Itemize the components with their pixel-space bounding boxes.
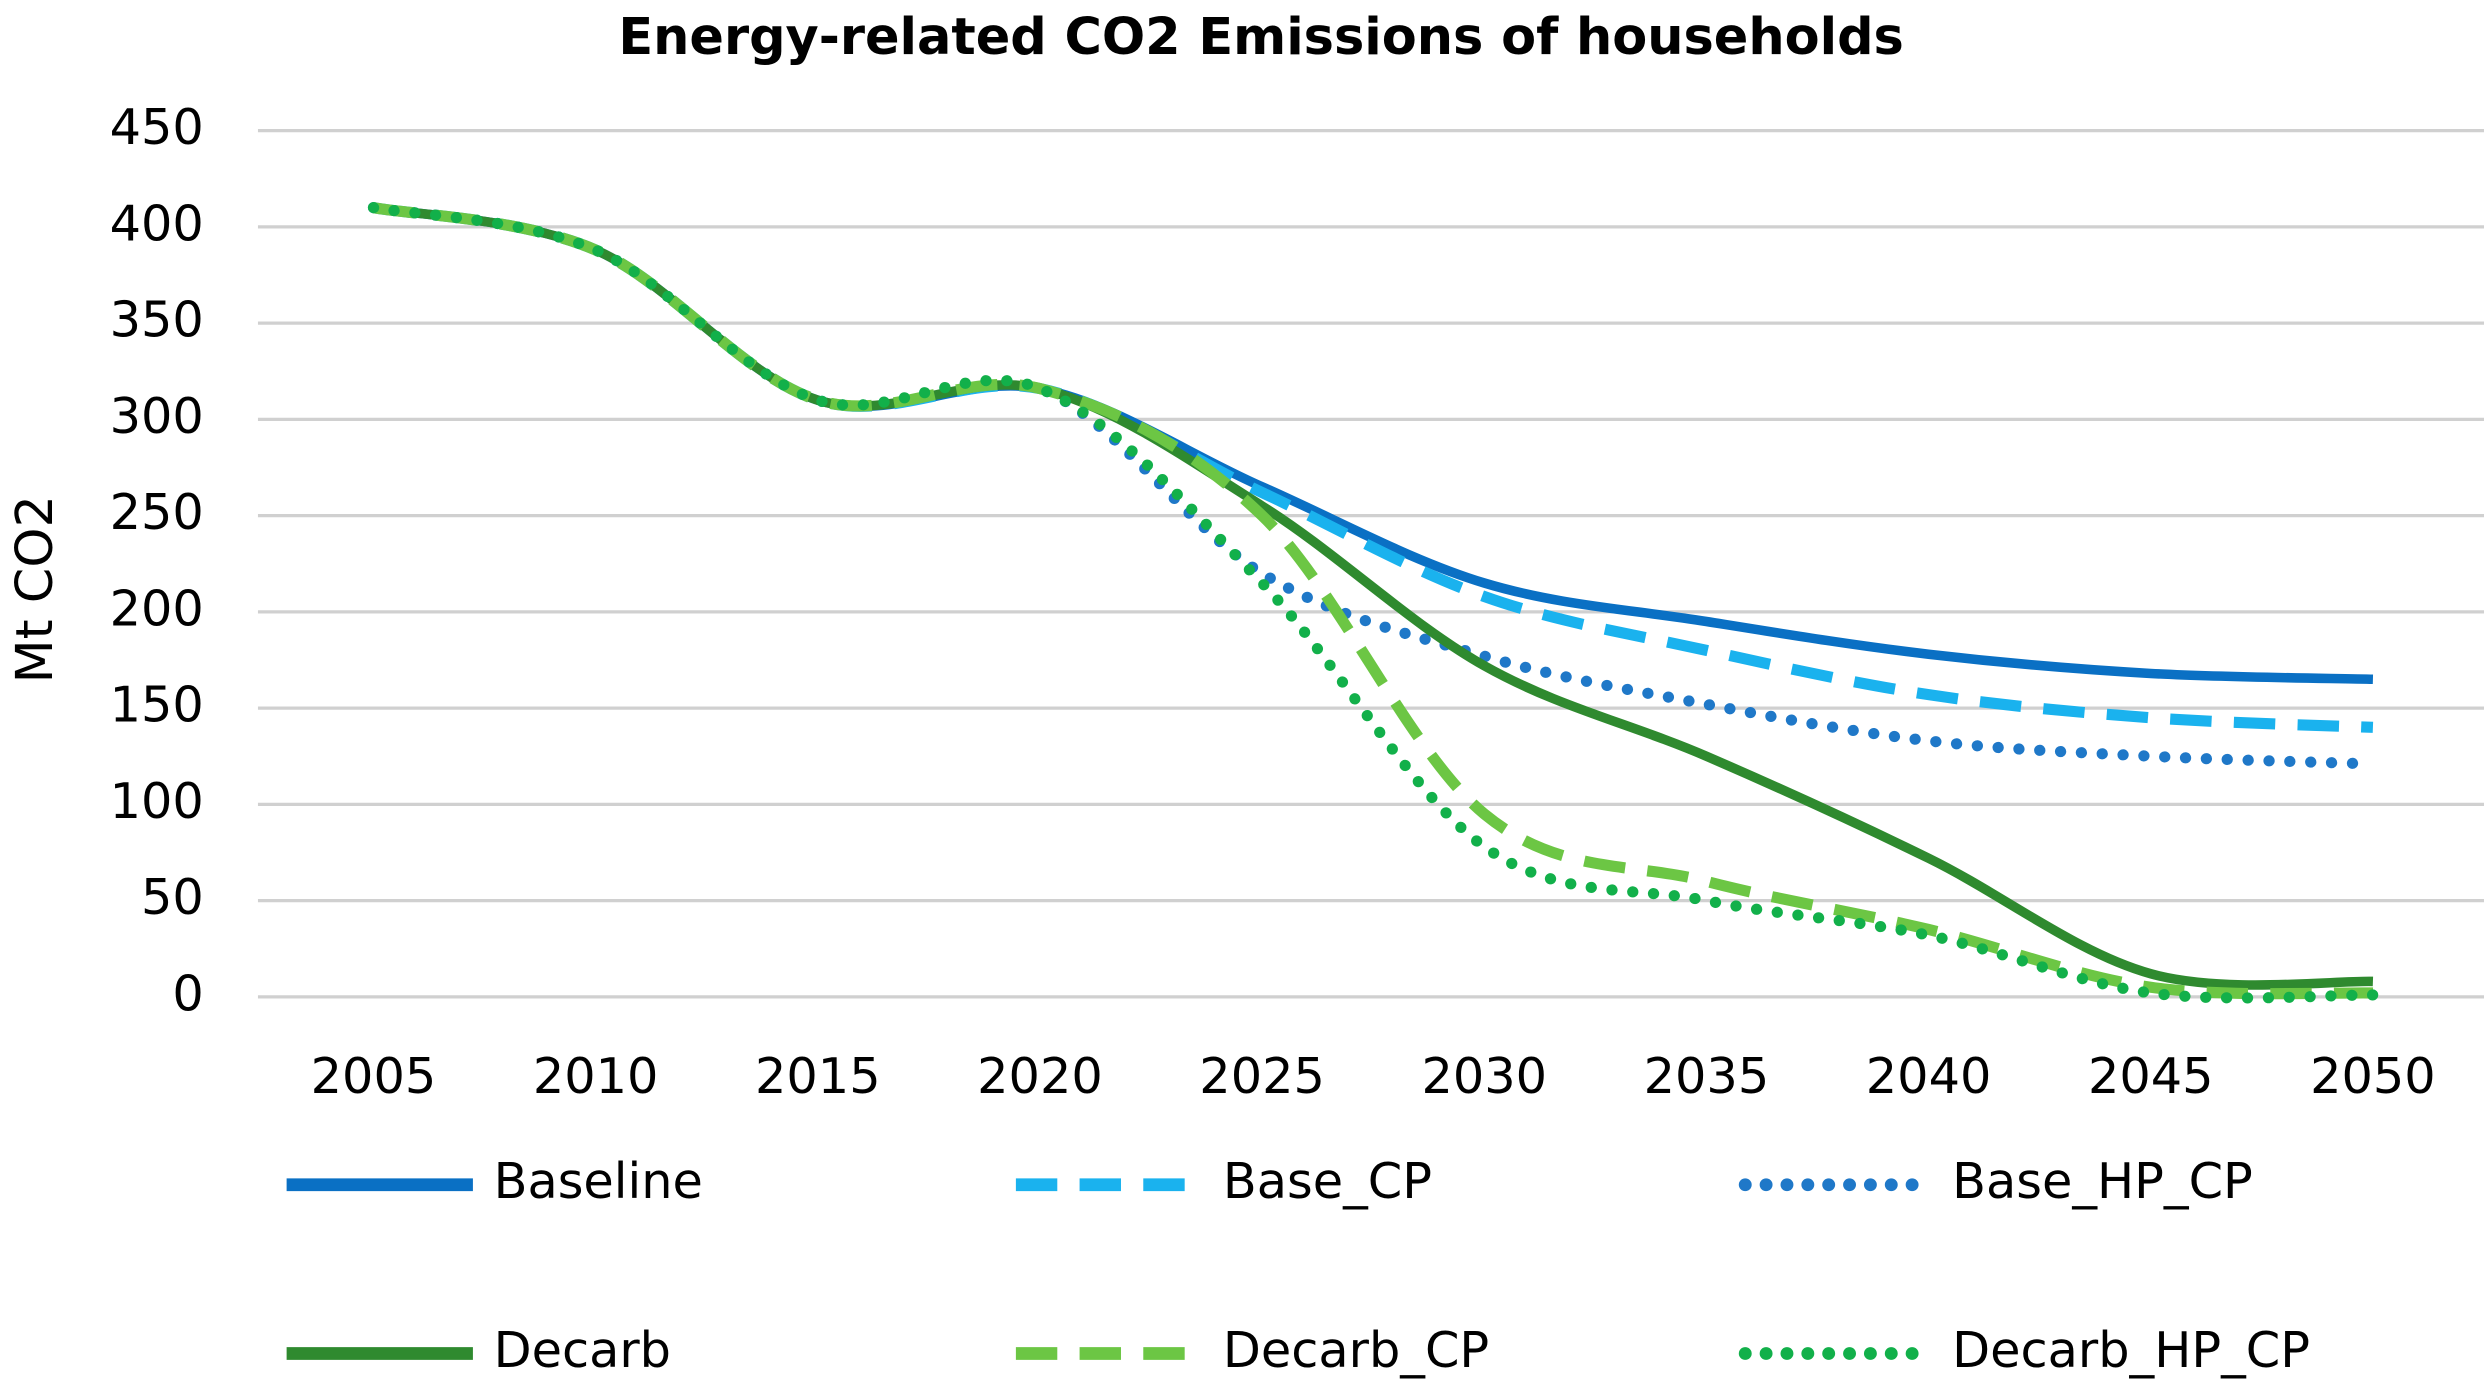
legend-label: Decarb — [494, 1321, 671, 1379]
chart-title: Energy-related CO2 Emissions of househol… — [618, 8, 1904, 67]
y-tick-label: 250 — [110, 483, 204, 541]
series-line — [372, 202, 2374, 733]
series-line — [372, 202, 2374, 990]
series-line — [372, 202, 2374, 1000]
y-axis-label: Mt CO2 — [6, 495, 65, 683]
series-line — [372, 202, 2374, 685]
y-tick-label: 400 — [110, 194, 204, 252]
x-tick-label: 2050 — [2310, 1047, 2436, 1105]
legend-label: Base_CP — [1223, 1152, 1432, 1210]
x-tick-label: 2040 — [1866, 1047, 1992, 1105]
series-line — [367, 202, 2379, 1004]
legend-label: Decarb_HP_CP — [1952, 1321, 2310, 1379]
x-tick-label: 2005 — [311, 1047, 437, 1105]
y-tick-label: 50 — [141, 868, 204, 926]
legend-label: Decarb_CP — [1223, 1321, 1489, 1379]
y-tick-label: 300 — [110, 387, 204, 445]
y-tick-label: 100 — [110, 772, 204, 830]
legend-label: Base_HP_CP — [1952, 1152, 2253, 1210]
x-tick-label: 2010 — [533, 1047, 659, 1105]
x-tick-label: 2025 — [1199, 1047, 1325, 1105]
y-tick-label: 0 — [172, 964, 203, 1022]
x-tick-label: 2015 — [755, 1047, 881, 1105]
y-tick-label: 200 — [110, 579, 204, 637]
x-tick-label: 2045 — [2088, 1047, 2214, 1105]
y-tick-label: 350 — [110, 291, 204, 349]
x-tick-label: 2030 — [1421, 1047, 1547, 1105]
series-line — [367, 202, 2379, 770]
y-tick-label: 450 — [110, 98, 204, 156]
legend-label: Baseline — [494, 1152, 703, 1210]
x-tick-label: 2035 — [1644, 1047, 1770, 1105]
x-tick-label: 2020 — [977, 1047, 1103, 1105]
y-tick-label: 150 — [110, 676, 204, 734]
